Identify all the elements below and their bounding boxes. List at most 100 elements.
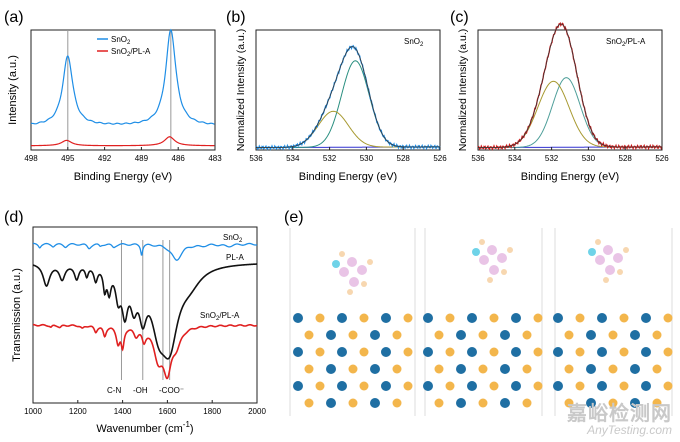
panel-d-plot	[32, 242, 258, 380]
sn-atom	[456, 398, 466, 408]
molecule-atom	[595, 239, 601, 245]
sn-atom	[423, 381, 433, 391]
sn-atom	[511, 347, 521, 357]
sn-atom	[586, 330, 596, 340]
x-tick-label: 495	[61, 154, 75, 163]
series-label-pla: PL-A	[226, 253, 244, 262]
x-tick-label: 483	[208, 154, 222, 163]
x-tick-label: 530	[582, 154, 596, 163]
o-atom	[489, 347, 499, 357]
sn-atom	[641, 347, 651, 357]
molecule-atom	[588, 248, 596, 256]
sn-atom	[511, 313, 521, 323]
x-tick-label: 532	[323, 154, 337, 163]
sn-atom	[337, 381, 347, 391]
o-atom	[445, 313, 455, 323]
o-atom	[348, 364, 358, 374]
sn-atom	[423, 313, 433, 323]
o-atom	[392, 364, 402, 374]
panel-b: (b) 536 534 532 530 528 526 SnO2 Binding Ener…	[226, 9, 447, 183]
x-tick-label: 530	[360, 154, 374, 163]
molecule-atom	[479, 239, 485, 245]
o-atom	[445, 381, 455, 391]
molecule-atom	[367, 259, 373, 265]
sn-atom	[370, 364, 380, 374]
o-atom	[359, 313, 369, 323]
sn-atom	[467, 381, 477, 391]
o-atom	[663, 347, 673, 357]
o-atom	[564, 364, 574, 374]
panel-b-ylabel: Normalized Intensity (a.u.)	[235, 29, 247, 152]
x-tick-label: 528	[619, 154, 633, 163]
o-atom	[533, 347, 543, 357]
x-tick-label: 1200	[69, 407, 87, 416]
x-tick-label: 498	[24, 154, 38, 163]
molecule-atom	[497, 253, 507, 263]
molecule-atom	[487, 245, 497, 255]
panel-b-plot	[255, 44, 441, 151]
sn-atom	[630, 364, 640, 374]
sn-atom	[597, 381, 607, 391]
molecular-structures	[293, 239, 673, 408]
molecule-atom	[623, 247, 629, 253]
o-atom	[663, 381, 673, 391]
molecule-atom	[489, 265, 499, 275]
annotation-coo: -COO⁻	[159, 386, 184, 395]
molecule-atom	[613, 253, 623, 263]
o-atom	[522, 398, 532, 408]
o-atom	[489, 381, 499, 391]
sn-atom	[641, 381, 651, 391]
sn-atom	[326, 364, 336, 374]
panel-d-xlabel: Wavenumber (cm-1)	[96, 420, 193, 435]
panel-a-xlabel: Binding Energy (eV)	[74, 171, 172, 183]
panel-c-frame	[477, 29, 663, 151]
sn-atom	[456, 330, 466, 340]
panel-a: (a) 498 495 492 489 486 483 SnO2 SnO2/PL-A Bi…	[4, 9, 222, 183]
sn-atom	[370, 330, 380, 340]
molecule-atom	[357, 265, 367, 275]
o-atom	[608, 398, 618, 408]
sn-atom	[467, 313, 477, 323]
sn-atom	[326, 398, 336, 408]
o-atom	[522, 330, 532, 340]
envelope-line	[478, 23, 662, 148]
sn-atom	[586, 398, 596, 408]
x-tick-label: 534	[508, 154, 522, 163]
o-atom	[304, 364, 314, 374]
molecule-atom	[603, 277, 609, 283]
x-tick-label: 526	[433, 154, 447, 163]
o-atom	[564, 398, 574, 408]
sn-atom	[370, 398, 380, 408]
sn-atom	[553, 347, 563, 357]
measured-line	[255, 44, 441, 151]
molecule-atom	[501, 269, 507, 275]
panel-d: (d) 1000 1200 1400 1600 1800 2000 SnO2 PL-A S…	[4, 209, 266, 435]
panel-c: (c) 536 534 532 530 528 526 SnO2/PL-A Binding…	[450, 9, 669, 183]
watermark: 嘉峪检测网 AnyTesting.com	[567, 404, 672, 436]
panel-e-label: (e)	[284, 209, 304, 226]
sn-atom	[381, 313, 391, 323]
panel-c-ylabel: Normalized Intensity (a.u.)	[457, 29, 469, 152]
sn-atom	[586, 364, 596, 374]
o-atom	[652, 330, 662, 340]
x-tick-label: 528	[397, 154, 411, 163]
sn-atom	[553, 313, 563, 323]
o-atom	[522, 364, 532, 374]
fit-component-2	[256, 110, 440, 149]
x-tick-label: 536	[471, 154, 485, 163]
x-tick-label: 489	[135, 154, 149, 163]
fit-component-2	[478, 80, 662, 149]
x-tick-label: 486	[172, 154, 186, 163]
structure-3	[553, 239, 673, 408]
x-tick-label: 492	[98, 154, 112, 163]
sn-atom	[326, 330, 336, 340]
molecule-atom	[347, 289, 353, 295]
sn-atom	[511, 381, 521, 391]
sn-atom	[293, 381, 303, 391]
molecule-atom	[617, 269, 623, 275]
o-atom	[434, 364, 444, 374]
molecule-atom	[605, 265, 615, 275]
panel-c-xlabel: Binding Energy (eV)	[521, 171, 619, 183]
o-atom	[533, 381, 543, 391]
sn-atom	[630, 330, 640, 340]
